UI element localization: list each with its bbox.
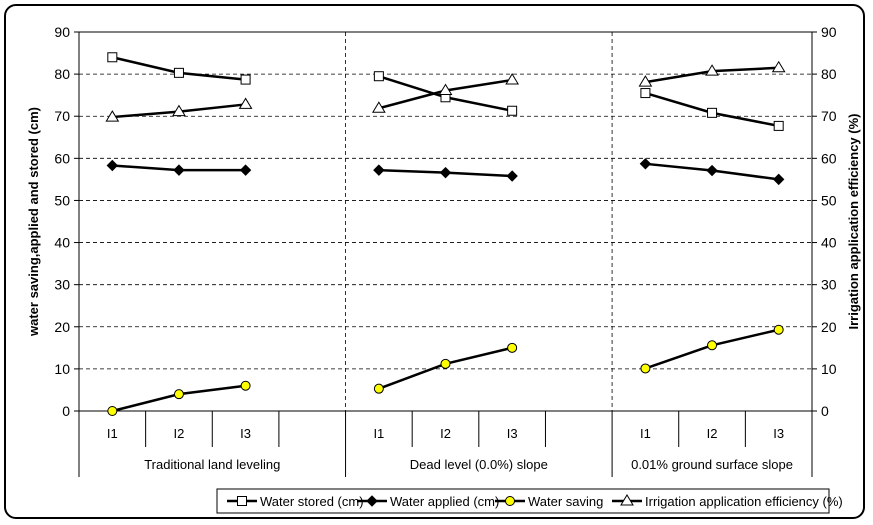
- left-tick-label: 50: [54, 192, 70, 208]
- right-tick-label: 50: [821, 192, 837, 208]
- right-tick-label: 0: [821, 403, 829, 419]
- data-point-water-saving: [440, 358, 451, 369]
- group-label: Dead level (0.0%) slope: [410, 457, 548, 472]
- data-point-irrigation-application-efficiency: [705, 64, 719, 76]
- right-tick-label: 70: [821, 108, 837, 124]
- data-point-water-saving: [507, 342, 518, 353]
- left-tick-label: 90: [54, 24, 70, 40]
- data-point-water-applied-cm: [506, 170, 518, 182]
- right-tick-label: 30: [821, 277, 837, 293]
- right-tick-label: 60: [821, 150, 837, 166]
- left-tick-label: 70: [54, 108, 70, 124]
- data-point-water-saving: [707, 340, 718, 351]
- category-label: I3: [240, 426, 251, 441]
- right-tick-label: 20: [821, 319, 837, 335]
- data-point-water-stored-cm: [173, 67, 184, 78]
- data-point-irrigation-application-efficiency: [172, 104, 186, 117]
- right-tick-label: 10: [821, 361, 837, 377]
- left-tick-label: 0: [62, 403, 70, 419]
- data-point-water-stored-cm: [240, 74, 251, 85]
- data-point-water-saving: [373, 383, 384, 394]
- legend-marker: [366, 495, 378, 507]
- data-point-water-saving: [240, 380, 251, 391]
- plot-area: [78, 31, 813, 412]
- left-tick-label: 10: [54, 361, 70, 377]
- y-axis-title-left: water saving,applied and stored (cm): [26, 107, 41, 337]
- category-label: I2: [440, 426, 451, 441]
- data-point-irrigation-application-efficiency: [771, 60, 786, 73]
- data-point-water-applied-cm: [639, 158, 652, 170]
- data-point-water-stored-cm: [773, 120, 784, 131]
- legend-marker: [620, 494, 634, 506]
- data-point-irrigation-application-efficiency: [638, 75, 653, 87]
- category-label: I1: [107, 426, 118, 441]
- data-point-water-stored-cm: [107, 52, 118, 63]
- legend-marker: [237, 496, 247, 506]
- data-point-water-applied-cm: [706, 164, 718, 177]
- left-tick-label: 60: [54, 150, 70, 166]
- category-label: I2: [174, 426, 185, 441]
- left-tick-label: 20: [54, 319, 70, 335]
- data-point-water-applied-cm: [106, 159, 119, 172]
- chart-frame: [4, 4, 865, 519]
- data-point-irrigation-application-efficiency: [438, 83, 453, 96]
- data-point-water-applied-cm: [772, 173, 785, 186]
- data-point-water-applied-cm: [439, 166, 452, 179]
- data-point-water-saving: [773, 324, 784, 335]
- data-point-irrigation-application-efficiency: [105, 110, 120, 122]
- data-point-water-stored-cm: [707, 107, 718, 118]
- category-label: I1: [640, 426, 651, 441]
- data-point-water-applied-cm: [239, 164, 252, 176]
- left-tick-label: 40: [54, 235, 70, 251]
- data-point-water-applied-cm: [373, 164, 385, 176]
- category-label: I3: [507, 426, 518, 441]
- group-label: 0.01% ground surface slope: [631, 457, 793, 472]
- legend-marker: [505, 496, 515, 506]
- legend-label: Irrigation application efficiency (%): [645, 494, 843, 509]
- right-tick-label: 90: [821, 24, 837, 40]
- left-tick-label: 80: [54, 66, 70, 82]
- legend-label: Water stored (cm): [260, 494, 364, 509]
- data-point-water-saving: [640, 363, 651, 374]
- category-label: I3: [773, 426, 784, 441]
- data-point-irrigation-application-efficiency: [505, 73, 520, 85]
- y-axis-title-right: Irrigation application efficiency (%): [846, 114, 861, 330]
- data-point-irrigation-application-efficiency: [371, 101, 386, 113]
- right-tick-label: 80: [821, 66, 837, 82]
- category-label: I2: [707, 426, 718, 441]
- right-tick-label: 40: [821, 235, 837, 251]
- data-point-water-stored-cm: [507, 105, 518, 116]
- legend-label: Water saving: [528, 494, 603, 509]
- data-point-water-saving: [107, 406, 118, 416]
- data-point-water-saving: [173, 389, 184, 400]
- data-point-water-stored-cm: [373, 71, 384, 82]
- legend-label: Water applied (cm): [390, 494, 499, 509]
- left-tick-label: 30: [54, 277, 70, 293]
- data-point-water-applied-cm: [173, 164, 185, 176]
- data-point-irrigation-application-efficiency: [238, 97, 253, 109]
- category-label: I1: [373, 426, 384, 441]
- group-label: Traditional land leveling: [144, 457, 280, 472]
- data-point-water-stored-cm: [640, 88, 651, 99]
